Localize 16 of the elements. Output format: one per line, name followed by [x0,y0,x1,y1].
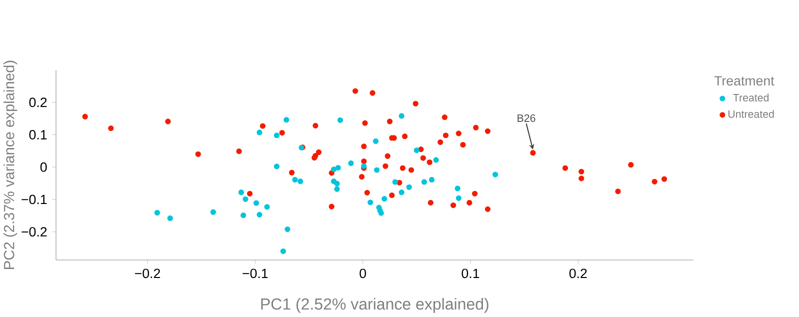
annotation: B26 [518,114,536,122]
x-tick-label: −0.2 [135,268,160,278]
legend-title: Treatment [714,76,774,86]
y-tick-label: 0.1 [29,130,47,140]
y-tick-label: 0.2 [29,98,47,108]
y-axis-title: PC2 (2.37% variance explained) [3,60,18,269]
x-tick-label: 0 [360,268,366,278]
legend-label: Treated [733,94,769,102]
y-tick-label: −0.2 [22,227,47,237]
legend-label: Untreated [728,110,774,118]
y-tick-label: −0.1 [22,194,47,204]
x-tick-label: 0.2 [569,268,587,278]
x-tick-label: −0.1 [242,268,268,278]
x-axis-title: PC1 (2.52% variance explained) [261,298,488,313]
x-tick-label: 0.1 [462,268,480,278]
y-tick-label: 0 [40,162,47,172]
